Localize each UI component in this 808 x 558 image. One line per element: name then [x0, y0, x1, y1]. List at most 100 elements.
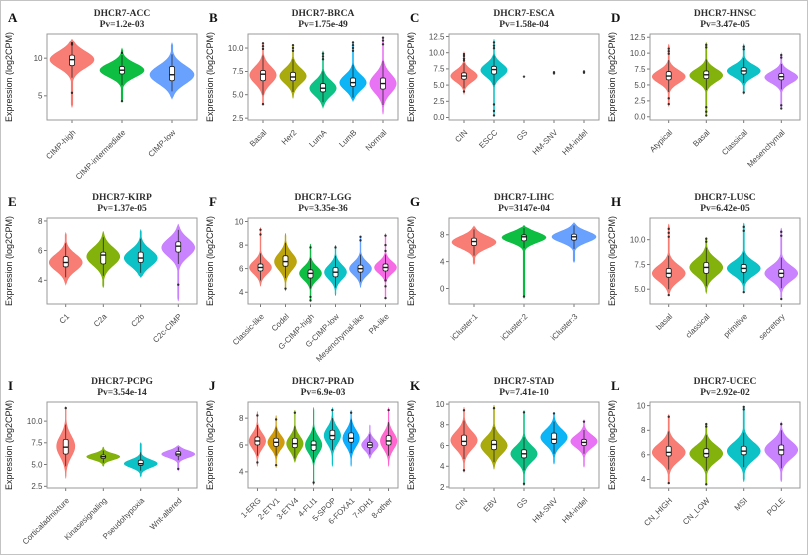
y-tick-label: 5.0 — [634, 285, 646, 294]
y-axis-label: Expression (log2CPM) — [406, 32, 416, 122]
plot-border — [649, 33, 801, 121]
y-tick-label: 2.5 — [31, 482, 43, 491]
x-tick-label: Mesenchymal-like — [314, 312, 366, 364]
panel-title: DHCR7-STAD — [494, 377, 555, 387]
box — [69, 54, 75, 67]
x-tick-label: secretory — [757, 312, 787, 342]
outlier-dot — [582, 70, 586, 73]
x-tick-label: iCluster:3 — [549, 312, 580, 343]
outlier-dot — [120, 51, 124, 55]
outlier-dot — [522, 295, 526, 298]
panel-title: DHCR7-LIHC — [494, 193, 554, 203]
x-tick-label: Corticaladmixture — [21, 496, 72, 547]
x-tick-label: CN_HIGH — [642, 496, 674, 528]
outlier-dot — [284, 287, 287, 290]
outlier-dot — [705, 425, 708, 428]
x-tick-label: MSI — [733, 496, 749, 512]
outlier-dot — [381, 43, 385, 46]
outlier-dot — [259, 233, 262, 236]
outlier-dot — [261, 44, 265, 48]
y-tick-label: 5.0 — [31, 460, 43, 469]
x-tick-label: Codel — [270, 312, 291, 333]
x-tick-label: C2a — [92, 312, 109, 329]
outlier-dot — [349, 411, 353, 414]
outlier-dot — [120, 99, 124, 103]
plot-content — [651, 42, 799, 117]
outlier-dot — [667, 235, 670, 238]
x-tick-label: basal — [654, 312, 674, 332]
box — [137, 251, 144, 263]
panel-letter: B — [209, 10, 218, 25]
outlier-dot — [462, 59, 466, 62]
outlier-dot — [742, 45, 745, 48]
x-tick-label: C2b — [129, 312, 146, 329]
outlier-dot — [462, 52, 466, 56]
outlier-dot — [274, 463, 278, 467]
plot-content — [450, 405, 598, 486]
panel-letter: I — [8, 378, 13, 393]
x-tick-label: HM-SNV — [531, 496, 560, 525]
y-tick-label: 4 — [239, 468, 244, 477]
outlier-dot — [384, 234, 387, 237]
panel-pvalue: Pv=6.9e-03 — [301, 388, 346, 398]
y-tick-label: 5.0 — [433, 81, 445, 90]
panel-H: H DHCR7-LUSC Pv=6.42e-05 Expression (log2CP… — [604, 185, 805, 369]
x-tick-label: CN_LOW — [681, 496, 712, 527]
y-tick-label: 5.0 — [634, 81, 646, 90]
outlier-dot — [261, 102, 265, 106]
outlier-dot — [359, 235, 362, 239]
outlier-dot — [742, 91, 745, 94]
outlier-dot — [742, 48, 745, 51]
panel-title: DHCR7-HNSC — [694, 9, 756, 19]
outlier-dot — [384, 279, 387, 282]
y-axis-label: Expression (log2CPM) — [607, 32, 617, 122]
x-tick-label: primitive — [722, 312, 750, 340]
outlier-dot — [705, 106, 708, 109]
panel-A: A DHCR7-ACC Pv=1.2e-03 Expression (log2CPM)… — [1, 1, 202, 185]
x-tick-label: Classical — [720, 128, 749, 157]
panel-letter: E — [8, 194, 17, 209]
box — [260, 70, 266, 82]
plot-border — [247, 401, 399, 489]
y-tick-label: 7.5 — [634, 65, 646, 74]
x-tick-label: POLE — [765, 496, 786, 517]
plot-content — [451, 222, 597, 300]
x-tick-label: 8-other — [370, 496, 395, 521]
outlier-dot — [309, 246, 312, 249]
y-tick-label: 6 — [239, 441, 244, 450]
x-tick-label: Classic-like — [231, 312, 266, 347]
y-tick-label: 10.0 — [228, 44, 244, 53]
y-tick-label: 10.0 — [630, 236, 646, 245]
y-tick-label: 7.5 — [634, 260, 646, 269]
panel-G: G DHCR7-LIHC Pv=3147e-04 Expression (log2CP… — [403, 185, 604, 369]
outlier-dot — [667, 231, 670, 235]
panel-title: DHCR7-LUSC — [694, 193, 755, 203]
panel-C: C DHCR7-ESCA Pv=1.58e-04 Expression (log2CP… — [403, 1, 604, 185]
outlier-dot — [492, 47, 496, 50]
outlier-dot — [492, 114, 496, 117]
y-tick-label: 10.0 — [27, 417, 43, 426]
plot-border — [46, 33, 198, 121]
outlier-dot — [321, 55, 325, 58]
plot-content — [450, 39, 586, 117]
outlier-dot — [522, 482, 526, 486]
box — [62, 256, 69, 268]
outlier-dot — [462, 57, 466, 60]
plot-area — [248, 218, 398, 304]
x-tick-label: Basal — [248, 128, 269, 149]
outlier-dot — [462, 409, 466, 412]
panel-letter: K — [410, 378, 421, 393]
box — [175, 241, 182, 253]
y-tick-label: 0 — [440, 284, 445, 293]
y-tick-label: 7.5 — [232, 67, 244, 76]
y-tick-label: 10 — [34, 54, 43, 63]
y-tick-label: 12.5 — [630, 33, 646, 42]
